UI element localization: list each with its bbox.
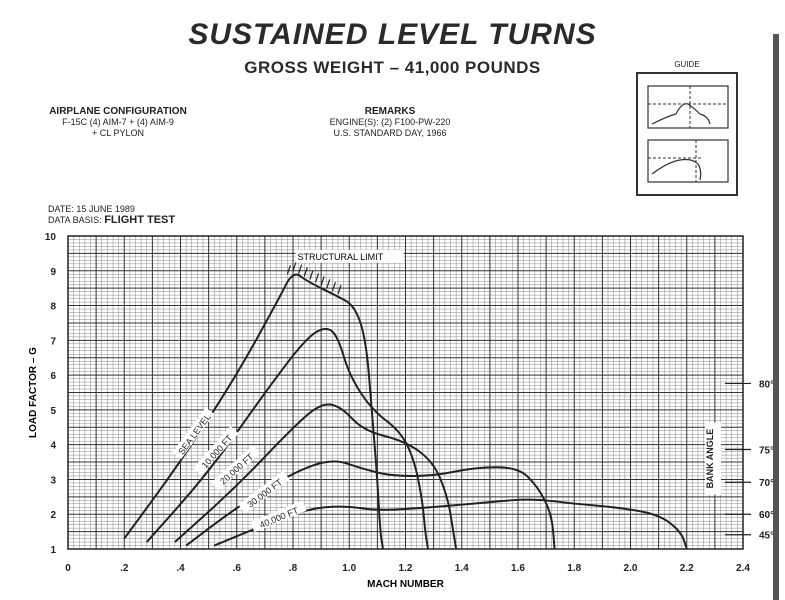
guide-box — [636, 72, 738, 196]
configuration-heading: AIRPLANE CONFIGURATION — [49, 106, 187, 117]
data-basis-value: FLIGHT TEST — [104, 214, 176, 226]
airplane-configuration: AIRPLANE CONFIGURATION F-15C (4) AIM-7 +… — [48, 106, 188, 139]
series-label-background — [172, 407, 215, 460]
configuration-line-1: F-15C (4) AIM-7 + (4) AIM-9 — [62, 117, 174, 127]
series-label-background — [211, 445, 261, 491]
x-tick-label: 2.4 — [736, 563, 750, 574]
x-tick-label: .6 — [233, 563, 242, 574]
structural-limit-tick — [320, 276, 325, 286]
y-tick-label: 5 — [50, 406, 56, 417]
bank-angle-label: 80° — [759, 379, 774, 390]
y-tick-label: 4 — [50, 441, 56, 452]
x-tick-label: 0 — [65, 563, 71, 574]
series-label-background — [238, 470, 290, 514]
remarks-line-2: U.S. STANDARD DAY, 1966 — [333, 128, 447, 138]
series-label-background — [250, 500, 307, 533]
bank-angle-title: BANK ANGLE — [705, 429, 715, 489]
series-line — [174, 403, 458, 550]
series-label-background — [193, 426, 239, 476]
x-tick-label: 2.0 — [624, 563, 638, 574]
x-tick-label: 1.8 — [567, 563, 581, 574]
guide-lower-curve — [651, 158, 702, 181]
date-value: 15 JUNE 1989 — [76, 204, 135, 214]
y-tick-label: 7 — [50, 336, 56, 347]
y-tick-label: 2 — [50, 510, 56, 521]
structural-limit-label: STRUCTURAL LIMIT — [298, 252, 384, 262]
remarks-heading: REMARKS — [364, 106, 416, 117]
structural-limit-tick — [331, 282, 336, 292]
x-tick-label: 1.4 — [455, 563, 469, 574]
structural-limit-tick — [286, 265, 291, 275]
date-info: DATE: 15 JUNE 1989 DATA BASIS: FLIGHT TE… — [48, 204, 175, 226]
y-tick-label: 6 — [50, 371, 56, 382]
structural-limit-hatching — [286, 261, 342, 295]
x-tick-label: 1.2 — [399, 563, 413, 574]
bank-angle-label: 60° — [759, 510, 774, 521]
remarks-line-1: ENGINE(S): (2) F100-PW-220 — [329, 117, 451, 127]
guide-diagrams — [647, 85, 729, 183]
y-axis-label: LOAD FACTOR – G — [28, 347, 39, 438]
x-tick-label: .2 — [120, 563, 129, 574]
x-tick-label: 1.0 — [342, 563, 356, 574]
bank-angle-label: 45° — [759, 531, 774, 542]
plot-frame — [67, 235, 744, 550]
x-axis-label: MACH NUMBER — [367, 579, 444, 590]
date-label: DATE: — [48, 204, 74, 214]
guide-title: GUIDE — [674, 60, 700, 69]
structural-limit-tick — [303, 267, 308, 277]
structural-limit-tick — [326, 279, 331, 289]
scan-edge-bar — [773, 34, 779, 600]
y-tick-label: 1 — [50, 545, 56, 556]
y-tick-label: 8 — [50, 302, 56, 313]
y-tick-label: 9 — [50, 267, 56, 278]
configuration-line-2: + CL PYLON — [92, 128, 144, 138]
data-basis-label: DATA BASIS: — [48, 215, 102, 225]
bank-angle-label: 70° — [759, 478, 774, 489]
bank-angle-label: 75° — [759, 446, 774, 457]
y-tick-label: 3 — [50, 475, 56, 486]
structural-limit-tick — [298, 264, 303, 274]
structural-limit-label-background — [295, 249, 404, 263]
guide-upper-frame — [647, 85, 729, 129]
chart-subtitle: GROSS WEIGHT – 41,000 POUNDS — [244, 58, 541, 77]
guide-panel: GUIDE — [636, 60, 738, 196]
structural-limit-tick — [292, 261, 297, 271]
structural-limit-tick — [309, 270, 314, 280]
bank-angle-title-background — [705, 422, 721, 495]
x-tick-label: .8 — [289, 563, 298, 574]
x-tick-label: 1.6 — [511, 563, 525, 574]
structural-limit-tick — [337, 284, 342, 295]
guide-lower-frame — [647, 139, 729, 183]
structural-limit-tick — [314, 273, 320, 283]
x-tick-label: 2.2 — [680, 563, 694, 574]
chart-title: SUSTAINED LEVEL TURNS — [188, 18, 597, 51]
remarks-block: REMARKS ENGINE(S): (2) F100-PW-220 U.S. … — [300, 106, 480, 139]
y-tick-label: 10 — [45, 232, 57, 243]
x-tick-label: .4 — [176, 563, 185, 574]
